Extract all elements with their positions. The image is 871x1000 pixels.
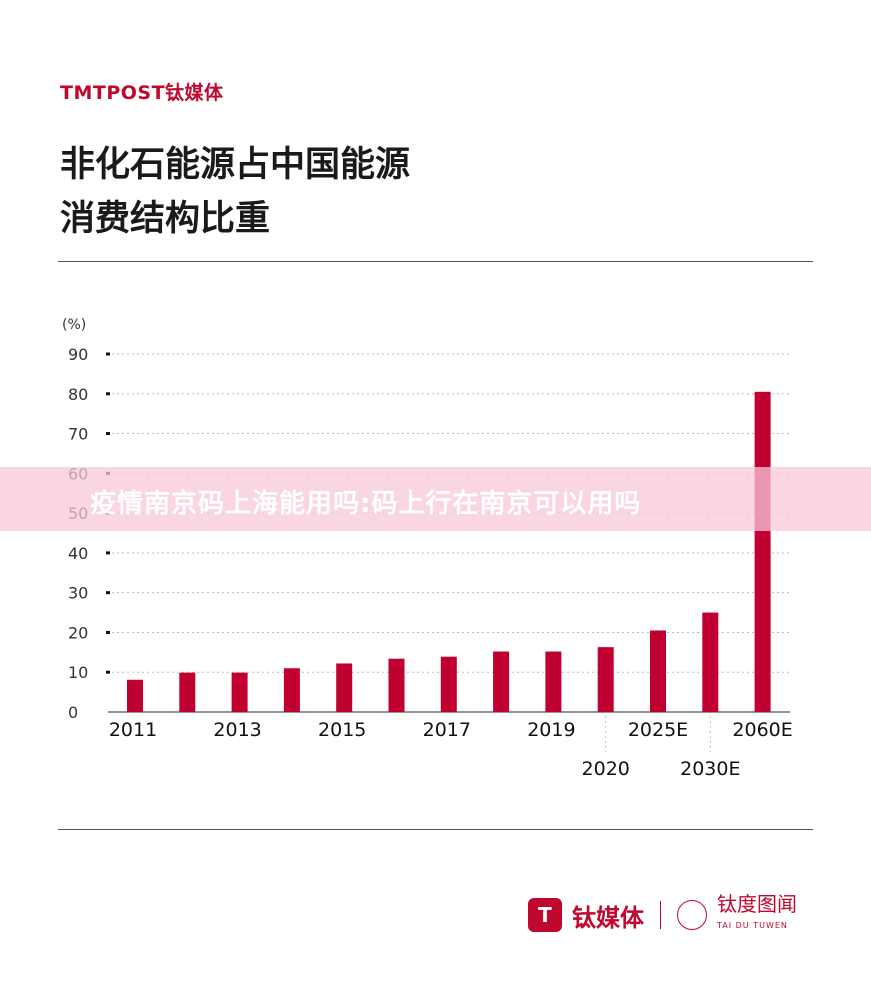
y-tick-label: 40 (68, 544, 88, 563)
x-tick-label: 2060E (732, 719, 792, 741)
footer-separator (660, 901, 661, 929)
bar-2017 (440, 656, 457, 712)
x-tick-label: 2015 (318, 719, 366, 741)
x-tick-label: 2013 (213, 719, 261, 741)
bar-2016 (388, 658, 405, 712)
x-tick-label: 2020 (582, 758, 630, 780)
y-tick (106, 432, 110, 436)
x-tick-label: 2030E (680, 758, 740, 780)
overlay-band (0, 467, 871, 531)
footer-brand: 钛媒体 (572, 903, 644, 932)
taidu-circle-icon (677, 900, 707, 930)
y-tick-label: 20 (68, 623, 88, 642)
bottom-divider (58, 829, 813, 830)
bar-2060E (754, 391, 771, 712)
y-axis-label: (%) (62, 317, 86, 333)
y-tick (106, 352, 110, 356)
bar-2025E (650, 630, 666, 712)
tmtpost-logo: TMTPOST钛媒体 (60, 82, 224, 104)
x-tick-label: 2019 (527, 719, 575, 741)
tmtpost-mark-icon: T (528, 898, 562, 932)
y-tick (106, 591, 110, 595)
x-tick-label: 2025E (628, 719, 688, 741)
y-tick-label: 70 (68, 425, 88, 444)
bar-2014 (283, 668, 300, 712)
bar-2012 (179, 672, 196, 712)
x-tick-label: 2017 (423, 719, 471, 741)
y-tick-label: 30 (68, 584, 88, 603)
bar-2015 (336, 663, 353, 712)
y-tick-label: 10 (68, 663, 88, 682)
y-tick (106, 670, 110, 674)
bar-2018 (493, 651, 510, 712)
title-line-2: 消费结构比重 (60, 199, 271, 239)
y-tick-label: 80 (68, 385, 88, 404)
bar-chart: (%)0102030405060708090201120132015201720… (62, 317, 793, 780)
top-divider (58, 261, 813, 262)
bar-2013 (231, 672, 248, 712)
y-tick (106, 630, 110, 634)
y-tick (106, 392, 110, 396)
overlay-text: 疫情南京码上海能用吗:码上行在南京可以用吗 (90, 489, 642, 519)
bar-2030E (702, 612, 719, 712)
x-tick-label: 2011 (109, 719, 157, 741)
bar-2011 (127, 679, 143, 712)
bar-2019 (545, 651, 562, 712)
y-tick-label: 90 (68, 345, 88, 364)
footer-sub: 钛度图闻 TAI DU TUWEN (717, 892, 797, 930)
bar-2020 (597, 647, 614, 712)
footer-logo: T 钛媒体 钛度图闻 TAI DU TUWEN (528, 893, 797, 937)
y-tick-label: 0 (68, 703, 78, 722)
title-line-1: 非化石能源占中国能源 (60, 145, 411, 185)
y-tick (106, 551, 110, 555)
chart-title: 非化石能源占中国能源 消费结构比重 (60, 138, 410, 246)
